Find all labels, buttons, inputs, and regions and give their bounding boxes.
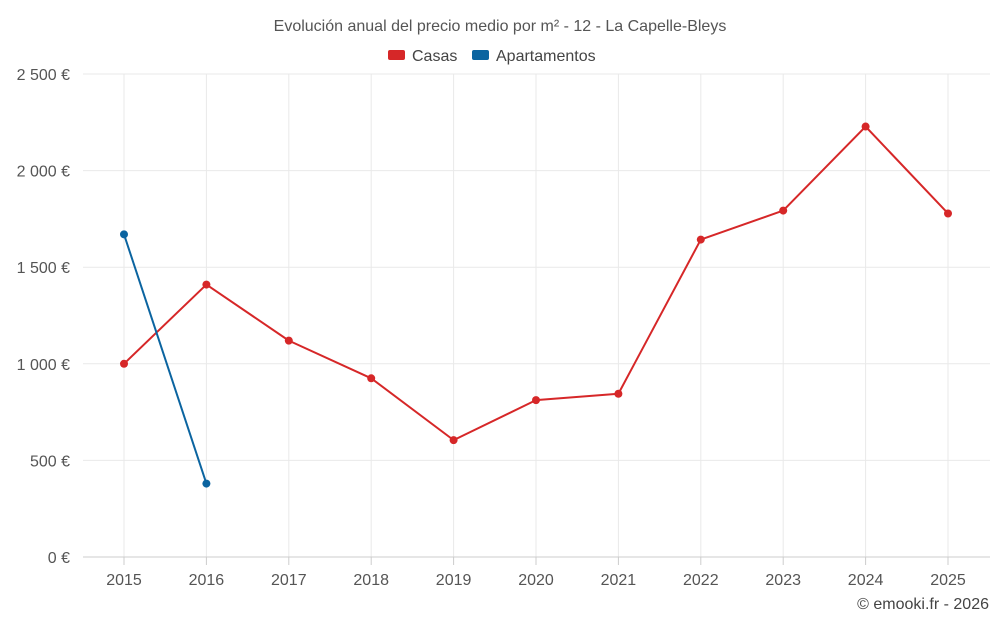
data-point-casas[interactable] [696, 235, 705, 244]
legend-swatch-apartamentos [472, 50, 489, 60]
legend-item-apartamentos[interactable]: Apartamentos [472, 48, 596, 65]
legend: Casas Apartamentos [388, 48, 596, 65]
x-tick-label: 2015 [106, 572, 142, 589]
legend-label-casas: Casas [412, 48, 457, 65]
data-point-casas[interactable] [449, 436, 458, 445]
chart-title: Evolución anual del precio medio por m² … [274, 18, 727, 35]
y-tick-label: 1 500 € [17, 260, 70, 277]
data-point-apartamentos[interactable] [120, 230, 128, 239]
y-tick-label: 500 € [30, 453, 70, 470]
y-tick-label: 2 000 € [17, 164, 70, 181]
data-point-casas[interactable] [120, 359, 128, 368]
y-axis-ticks: 0 € 500 € 1 000 € 1 500 € 2 000 € 2 500 € [17, 67, 70, 567]
data-point-casas[interactable] [202, 280, 211, 289]
x-tick-label: 2018 [353, 572, 389, 589]
legend-item-casas[interactable]: Casas [388, 48, 457, 65]
x-tick-label: 2025 [930, 572, 966, 589]
data-point-casas[interactable] [861, 122, 870, 131]
legend-label-apartamentos: Apartamentos [496, 48, 596, 65]
x-tick-label: 2016 [189, 572, 225, 589]
x-tick-label: 2023 [765, 572, 801, 589]
y-tick-label: 0 € [48, 550, 70, 567]
credit-text: © emooki.fr - 2026 [857, 596, 989, 613]
x-tick-label: 2022 [683, 572, 719, 589]
series-line-apartamentos [123, 234, 208, 484]
data-point-casas[interactable] [779, 206, 788, 215]
x-tick-label: 2019 [436, 572, 472, 589]
x-axis-ticks: 2015 2016 2017 2018 2019 2020 2021 2022 2023 2024… [106, 557, 966, 589]
x-tick-label: 2021 [601, 572, 637, 589]
data-point-casas[interactable] [367, 374, 376, 383]
x-tick-label: 2020 [518, 572, 554, 589]
y-tick-label: 1 000 € [17, 357, 70, 374]
data-point-apartamentos[interactable] [202, 479, 211, 488]
gridlines [83, 73, 990, 557]
data-point-casas[interactable] [284, 336, 293, 345]
y-tick-label: 2 500 € [17, 67, 70, 84]
data-point-casas[interactable] [614, 389, 623, 398]
x-tick-label: 2017 [271, 572, 307, 589]
data-point-casas[interactable] [532, 396, 540, 405]
x-tick-label: 2024 [848, 572, 884, 589]
series-layer [120, 122, 952, 488]
legend-swatch-casas [388, 50, 405, 60]
data-point-casas[interactable] [944, 209, 952, 218]
